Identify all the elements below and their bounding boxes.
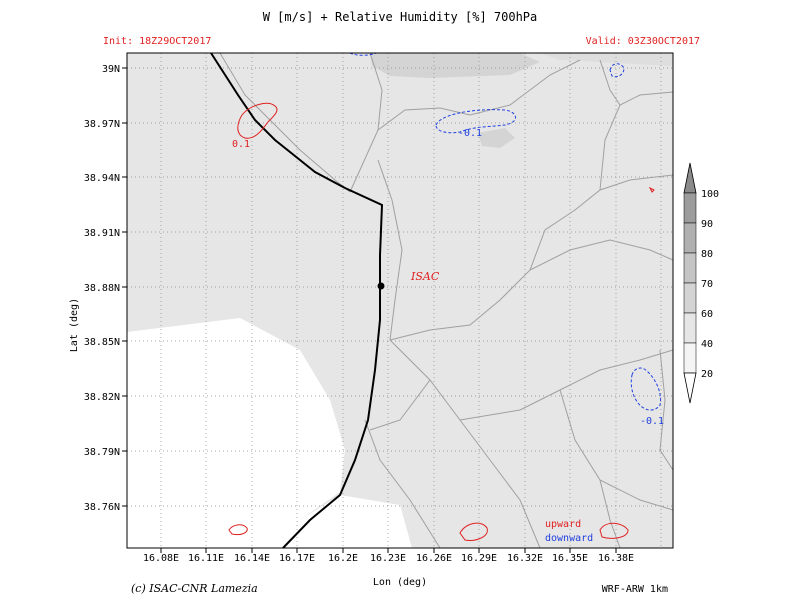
valid-time: Valid: 03Z30OCT2017 (586, 36, 700, 47)
humidity-patch-ne (540, 53, 673, 66)
x-tick-label: 16.17E (279, 553, 315, 564)
plot-area: 0.1 -0.1 -0.1 ISAC upward downward (127, 52, 674, 549)
x-tick-label: 16.38E (598, 553, 634, 564)
colorbar-swatch (683, 342, 697, 374)
x-axis-title: Lon (deg) (373, 577, 427, 588)
contour-label-down-top: -0.1 (458, 128, 482, 139)
x-tick-label: 16.11E (188, 553, 224, 564)
colorbar-tick: 100 (701, 189, 719, 200)
x-tick-label: 16.26E (416, 553, 452, 564)
humidity-patch-north (370, 53, 540, 78)
colorbar-swatch (683, 312, 697, 344)
colorbar-tick: 20 (701, 369, 713, 380)
x-tick-label: 16.2E (328, 553, 358, 564)
y-tick-label: 38.76N (84, 502, 120, 513)
copyright-text: (c) ISAC-CNR Lamezia (131, 582, 258, 595)
legend-upward: upward (545, 519, 581, 530)
colorbar-tick: 40 (701, 339, 713, 350)
colorbar-swatch (683, 222, 697, 254)
humidity-patch-center (478, 128, 515, 148)
y-tick-label: 38.85N (84, 337, 120, 348)
plot-frame (126, 52, 674, 549)
y-tick-label: 38.82N (84, 392, 120, 403)
station-label: ISAC (410, 270, 440, 283)
sea-area (127, 318, 345, 548)
x-tick-label: 16.29E (461, 553, 497, 564)
init-time: Init: 18Z29OCT2017 (103, 36, 211, 47)
colorbar-bottom-arrow (683, 372, 697, 404)
colorbar-tick: 60 (701, 309, 713, 320)
colorbar: 100 90 80 70 60 40 20 (683, 162, 719, 404)
downward-contours (349, 52, 661, 411)
contour-label-up: 0.1 (232, 139, 250, 150)
station-marker (377, 282, 385, 290)
x-tick-label: 16.14E (234, 553, 270, 564)
x-tick-label: 16.08E (143, 553, 179, 564)
y-tick-label: 38.88N (84, 283, 120, 294)
colorbar-swatch (683, 282, 697, 314)
tick-marks (122, 67, 617, 553)
y-tick-labels: 39N 38.97N 38.94N 38.91N 38.88N 38.85N 3… (84, 64, 120, 513)
y-tick-label: 39N (102, 64, 120, 75)
colorbar-tick: 90 (701, 219, 713, 230)
colorbar-tick: 80 (701, 249, 713, 260)
sea-area-south (285, 495, 412, 548)
grid (127, 53, 673, 548)
x-tick-label: 16.32E (507, 553, 543, 564)
y-axis-title: Lat (deg) (69, 298, 80, 352)
upward-contours (228, 102, 655, 541)
x-tick-label: 16.35E (552, 553, 588, 564)
map-title: W [m/s] + Relative Humidity [%] 700hPa (263, 10, 538, 24)
x-tick-labels: 16.08E 16.11E 16.14E 16.17E 16.2E 16.23E… (143, 553, 634, 564)
y-tick-label: 38.79N (84, 447, 120, 458)
legend-downward: downward (545, 533, 593, 544)
colorbar-tick: 70 (701, 279, 713, 290)
colorbar-swatch (683, 252, 697, 284)
model-name: WRF-ARW 1km (602, 584, 668, 595)
x-tick-label: 16.23E (370, 553, 406, 564)
y-tick-label: 38.97N (84, 119, 120, 130)
coastline (210, 52, 384, 549)
y-tick-label: 38.91N (84, 228, 120, 239)
colorbar-top-arrow (683, 162, 697, 194)
y-tick-label: 38.94N (84, 173, 120, 184)
colorbar-swatch (683, 192, 697, 224)
contour-label-down-right: -0.1 (640, 416, 664, 427)
